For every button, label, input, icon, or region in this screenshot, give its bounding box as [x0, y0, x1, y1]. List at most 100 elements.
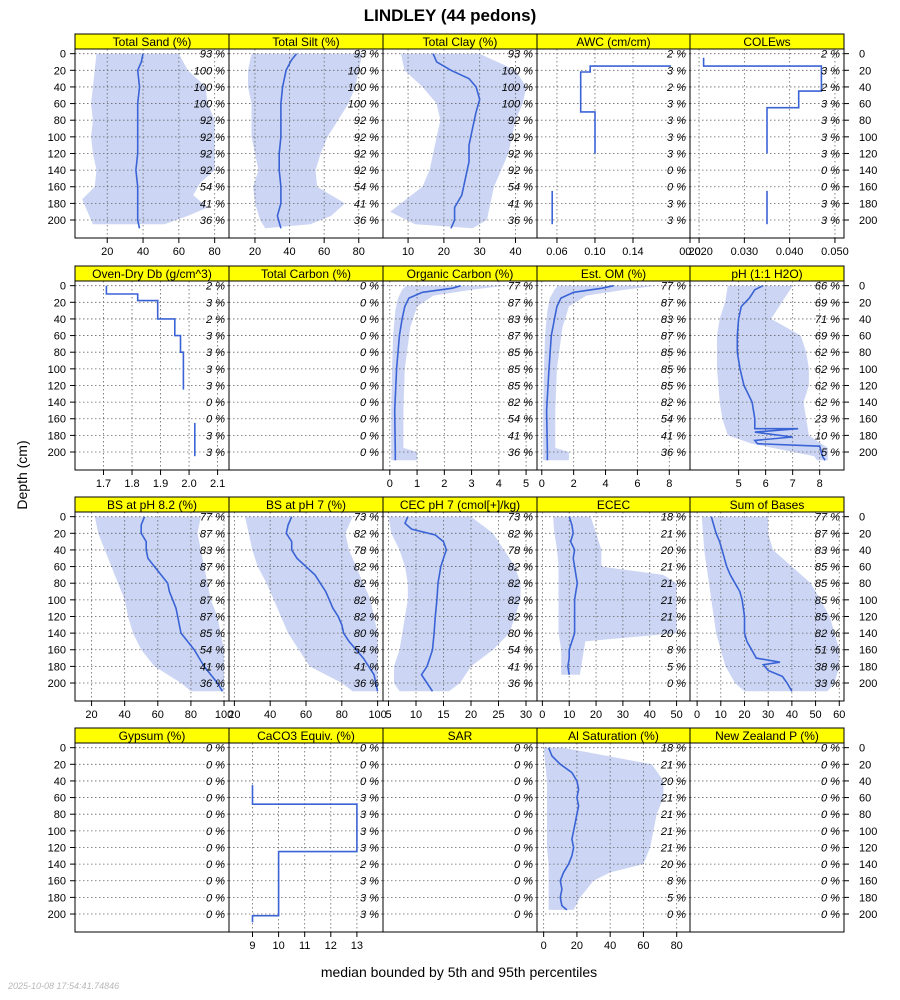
y-tick-label: 0: [859, 743, 865, 755]
pct-label: 54 %: [508, 645, 533, 657]
gridlines: [75, 747, 229, 915]
y-tick-label: 0: [60, 743, 66, 755]
pct-label: 92 %: [508, 115, 533, 127]
pct-label: 92 %: [354, 148, 379, 160]
median-line: [547, 747, 580, 911]
y-tick-label: 60: [54, 99, 66, 111]
x-tick-label: 60: [300, 709, 312, 721]
pct-label: 0 %: [821, 876, 840, 888]
pct-label: 0 %: [667, 182, 686, 194]
pct-label: 21 %: [660, 595, 686, 607]
pct-label: 87 %: [508, 331, 533, 343]
pct-label: 92 %: [354, 132, 379, 144]
x-tick-label: 40: [604, 940, 616, 952]
x-tick-label: 60: [152, 709, 164, 721]
pct-label: 2 %: [359, 859, 379, 871]
x-tick-label: 10: [272, 940, 284, 952]
pct-label: 54 %: [508, 414, 533, 426]
y-tick-label: 60: [859, 99, 871, 111]
pct-label: 62 %: [815, 364, 840, 376]
x-tick-label: 10: [563, 709, 575, 721]
percentile-band: [553, 516, 677, 675]
percentile-band: [248, 53, 363, 229]
y-tick-label: 40: [54, 545, 66, 557]
y-tick-label: 180: [859, 430, 877, 442]
pct-label: 87 %: [661, 331, 686, 343]
pct-label: 3 %: [821, 198, 840, 210]
pct-label: 0 %: [821, 826, 840, 838]
pct-label: 41 %: [200, 198, 225, 210]
pct-label: 0 %: [667, 909, 686, 921]
pct-label: 0 %: [514, 842, 533, 854]
panel-strip-label: SAR: [448, 729, 473, 743]
median-line: [276, 53, 298, 229]
percentile-band: [388, 516, 521, 692]
x-tick-label: 10: [715, 709, 727, 721]
pct-label: 93 %: [200, 49, 225, 61]
x-tick-label: 20: [738, 709, 750, 721]
y-tick-label: 140: [859, 397, 877, 409]
gridlines: [537, 281, 690, 470]
pct-label: 82 %: [354, 595, 379, 607]
pct-label: 92 %: [354, 165, 379, 177]
pct-label: 0 %: [514, 743, 533, 755]
x-tick-label: 12: [325, 940, 337, 952]
panel-strip-label: Total Clay (%): [423, 35, 498, 49]
panel-strip-label: Est. OM (%): [581, 267, 646, 281]
x-tick-label: 40: [119, 709, 131, 721]
pct-label: 3 %: [206, 297, 225, 309]
pct-label: 69 %: [815, 331, 840, 343]
x-tick-label: 8: [666, 478, 672, 490]
panel: 93 % 100 % 100 % 100 % 92 % 92 % 92 % 92 % 54 % 4…: [74, 33, 230, 258]
pct-label: 36 %: [661, 447, 686, 459]
x-tick-label: 40: [264, 709, 276, 721]
panel: 2 % 3 % 2 % 3 % 3 % 3 % 3 % 0 % 0 % 3 % 3 % Oven-Dr…: [74, 265, 230, 490]
y-tick-label: 200: [48, 215, 66, 227]
pct-label: 54 %: [200, 645, 225, 657]
x-tick-label: 60: [173, 246, 185, 258]
pct-label: 3 %: [360, 909, 379, 921]
y-tick-label: 200: [859, 215, 877, 227]
x-tick-label: 20: [249, 246, 261, 258]
pct-label: 0 %: [667, 165, 686, 177]
pct-label: 85 %: [815, 578, 840, 590]
median-line: [404, 516, 448, 692]
x-tick-label: 20: [228, 709, 240, 721]
panel: 0 % 0 % 0 % 0 % 0 % 0 % 0 % 0 % 0 % 0 % 0 % Total C…: [228, 265, 384, 471]
pct-label: 73 %: [354, 512, 379, 524]
chart-title: LINDLEY (44 pedons): [364, 6, 537, 25]
pct-label: 85 %: [508, 347, 533, 359]
x-tick-label: 80: [353, 246, 365, 258]
x-tick-label: 0.14: [622, 246, 643, 258]
y-tick-label: 0: [60, 281, 66, 293]
pct-label: 77 %: [661, 281, 686, 293]
pct-label: 10 %: [815, 430, 840, 442]
y-tick-label: 180: [48, 198, 66, 210]
median-line: [140, 516, 224, 692]
pct-label: 92 %: [508, 132, 533, 144]
x-axis-label: median bounded by 5th and 95th percentil…: [321, 964, 597, 980]
x-tick-label: 0: [541, 940, 547, 952]
pct-label: 21 %: [660, 562, 686, 574]
pct-label: 0 %: [206, 793, 225, 805]
x-tick-label: 5: [385, 709, 391, 721]
pct-label: 0 %: [206, 743, 225, 755]
y-tick-label: 180: [48, 892, 66, 904]
y-tick-label: 100: [859, 595, 877, 607]
pct-label: 3 %: [667, 115, 686, 127]
y-tick-label: 120: [859, 380, 877, 392]
pct-label: 0 %: [514, 909, 533, 921]
pct-label: 3 %: [667, 65, 686, 77]
pct-label: 54 %: [354, 182, 379, 194]
y-tick-label: 160: [48, 182, 66, 194]
x-tick-label: 8: [817, 478, 823, 490]
panel: 77 % 87 % 83 % 87 % 85 % 85 % 85 % 82 % 54 % 41 %…: [536, 265, 691, 490]
pct-label: 18 %: [661, 512, 686, 524]
pct-label: 92 %: [200, 148, 225, 160]
pct-label: 92 %: [508, 165, 533, 177]
x-tick-label: 80: [185, 709, 197, 721]
y-tick-label: 60: [859, 331, 871, 343]
pct-label: 0 %: [360, 314, 379, 326]
x-tick-label: 30: [520, 709, 532, 721]
panel-strip-label: Organic Carbon (%): [407, 267, 514, 281]
